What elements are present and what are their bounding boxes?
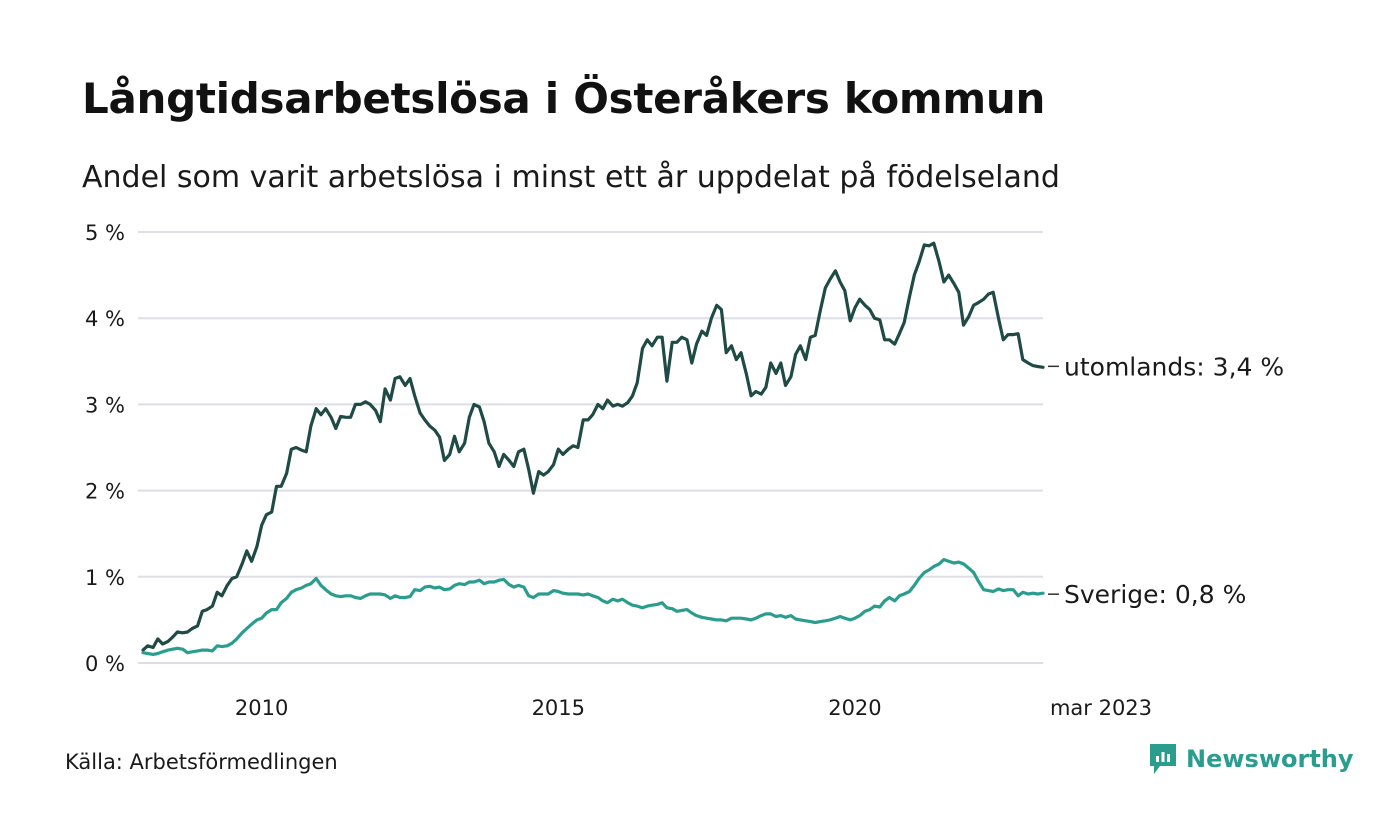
y-tick-label: 4 % xyxy=(85,307,125,331)
end-label-Sverige: Sverige: 0,8 % xyxy=(1064,580,1246,609)
source-note: Källa: Arbetsförmedlingen xyxy=(65,750,338,774)
y-tick-label: 3 % xyxy=(85,393,125,417)
newsworthy-logo-icon xyxy=(1150,744,1176,774)
series-lines xyxy=(141,241,1045,656)
grid-lines xyxy=(138,231,1043,664)
x-tick-label: 2010 xyxy=(235,696,288,720)
x-tick-label: mar 2023 xyxy=(1050,696,1152,720)
y-tick-label: 5 % xyxy=(85,221,125,245)
series-end-labels: utomlands: 3,4 % Sverige: 0,8 % xyxy=(1048,352,1284,609)
y-axis-labels: 0 % 1 % 2 % 3 % 4 % 5 % xyxy=(85,221,125,676)
chart-title: Långtidsarbetslösa i Österåkers kommun xyxy=(82,74,1046,123)
line-chart: 0 %1 %2 %3 %4 %5 % 2010 2015 2020 mar 2023 … xyxy=(85,221,1284,720)
end-label-utomlands: utomlands: 3,4 % xyxy=(1064,352,1284,381)
x-axis-labels: 2010 2015 2020 mar 2023 xyxy=(235,696,1152,720)
series-line-utomlands xyxy=(141,241,1045,652)
series-line-Sverige xyxy=(141,558,1045,656)
y-tick-label: 1 % xyxy=(85,566,125,590)
brand-name: Newsworthy xyxy=(1186,745,1354,773)
y-tick-label: 2 % xyxy=(85,480,125,504)
x-tick-label: 2015 xyxy=(532,696,585,720)
y-tick-label: 0 % xyxy=(85,652,125,676)
chart-subtitle: Andel som varit arbetslösa i minst ett å… xyxy=(82,160,1060,195)
brand: Newsworthy xyxy=(1148,742,1354,776)
x-tick-label: 2020 xyxy=(828,696,881,720)
